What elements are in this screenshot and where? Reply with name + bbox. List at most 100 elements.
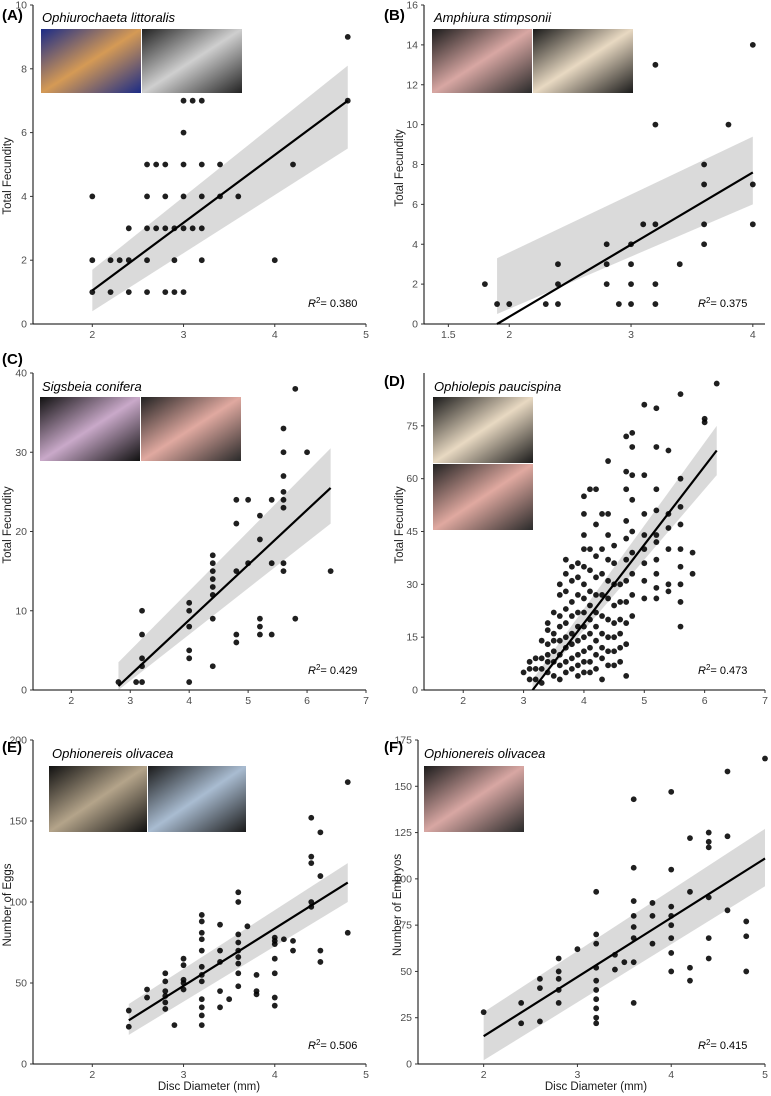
data-point bbox=[668, 788, 675, 795]
data-point bbox=[186, 647, 193, 654]
data-point bbox=[280, 488, 287, 495]
panel-b-y-ticks: 0 2 4 6 8 10 12 14 16 bbox=[406, 0, 424, 331]
data-point bbox=[623, 556, 630, 563]
data-point bbox=[139, 631, 145, 638]
data-point bbox=[743, 918, 750, 925]
panel-a: 2 3 4 5 0 2 4 6 8 10 (A) Ophiurochaeta littorali… bbox=[2, 0, 369, 341]
data-point bbox=[668, 903, 675, 910]
data-point bbox=[144, 994, 150, 1001]
data-point bbox=[162, 978, 169, 985]
data-point bbox=[677, 599, 684, 605]
data-point bbox=[641, 401, 648, 408]
y-tick-label: 50 bbox=[400, 966, 412, 978]
panel-a-points bbox=[89, 34, 351, 295]
data-point bbox=[687, 977, 693, 984]
data-point bbox=[649, 940, 656, 947]
data-point bbox=[257, 631, 263, 638]
x-tick-label: 1.5 bbox=[441, 329, 456, 341]
data-point bbox=[562, 634, 569, 641]
y-tick-label: 4 bbox=[412, 239, 418, 251]
data-point bbox=[677, 563, 684, 570]
data-point bbox=[280, 560, 287, 567]
panel-d-label: (D) bbox=[384, 373, 405, 390]
data-point bbox=[198, 929, 205, 936]
data-point bbox=[605, 458, 611, 464]
regression-line bbox=[496, 171, 754, 325]
data-point bbox=[641, 510, 648, 517]
data-point bbox=[253, 991, 260, 998]
y-tick-label: 175 bbox=[394, 735, 412, 747]
data-point bbox=[665, 447, 672, 454]
panel-a-photo-2 bbox=[142, 29, 242, 93]
data-point bbox=[640, 221, 647, 228]
data-point bbox=[623, 620, 630, 626]
data-point bbox=[144, 161, 150, 168]
x-tick-label: 3 bbox=[575, 1069, 581, 1081]
data-point bbox=[537, 985, 543, 991]
data-point bbox=[593, 1014, 600, 1021]
x-tick-label: 4 bbox=[186, 695, 192, 707]
data-point bbox=[550, 630, 557, 637]
data-point bbox=[327, 568, 334, 575]
data-point bbox=[641, 560, 648, 567]
data-point bbox=[623, 468, 630, 475]
data-point bbox=[611, 542, 618, 549]
y-tick-label: 0 bbox=[412, 685, 418, 697]
data-point bbox=[317, 829, 324, 836]
data-point bbox=[280, 936, 287, 943]
data-point bbox=[186, 607, 193, 614]
data-point bbox=[344, 929, 351, 936]
data-point bbox=[235, 954, 242, 960]
x-tick-label: 3 bbox=[127, 695, 133, 707]
panel-b-species: Amphiura stimpsonii bbox=[433, 10, 552, 25]
data-point bbox=[581, 493, 587, 500]
data-point bbox=[668, 950, 675, 956]
data-point bbox=[226, 996, 233, 1003]
data-point bbox=[652, 61, 659, 68]
y-tick-label: 60 bbox=[406, 473, 418, 485]
data-point bbox=[171, 1022, 178, 1029]
panel-f-photos bbox=[424, 766, 524, 832]
data-point bbox=[593, 651, 599, 658]
panel-b-x-ticks: 1.5 2 3 4 bbox=[441, 324, 756, 341]
data-point bbox=[542, 301, 549, 307]
panel-c-photo-1 bbox=[40, 397, 140, 461]
panel-d-x-ticks: 2 3 4 5 6 7 bbox=[460, 690, 768, 707]
data-point bbox=[153, 225, 160, 232]
data-point bbox=[125, 1007, 132, 1014]
data-point bbox=[162, 1006, 169, 1012]
data-point bbox=[532, 655, 539, 662]
panel-f-xlabel: Disc Diameter (mm) bbox=[545, 1081, 647, 1093]
data-point bbox=[209, 568, 216, 575]
panel-a-x-ticks: 2 3 4 5 bbox=[89, 324, 369, 341]
panel-b-ci-band bbox=[497, 136, 753, 315]
data-point bbox=[550, 648, 557, 655]
data-point bbox=[280, 504, 287, 511]
regression-line bbox=[117, 487, 332, 687]
data-point bbox=[235, 983, 242, 990]
data-point bbox=[623, 577, 630, 584]
y-tick-label: 10 bbox=[406, 119, 418, 131]
data-point bbox=[762, 755, 768, 762]
data-point bbox=[526, 658, 533, 665]
y-tick-label: 15 bbox=[406, 632, 418, 644]
data-point bbox=[677, 475, 684, 482]
data-point bbox=[144, 257, 150, 264]
data-point bbox=[630, 1000, 637, 1006]
data-point bbox=[652, 221, 659, 228]
data-point bbox=[630, 864, 637, 871]
data-point bbox=[581, 532, 587, 538]
panel-f-fit-line bbox=[483, 857, 766, 1038]
data-point bbox=[701, 221, 708, 228]
data-point bbox=[153, 161, 160, 168]
x-tick-label: 4 bbox=[272, 1069, 278, 1081]
data-point bbox=[623, 535, 630, 542]
x-tick-label: 5 bbox=[762, 1069, 768, 1081]
data-point bbox=[629, 429, 636, 436]
data-point bbox=[233, 520, 240, 527]
x-tick-label: 2 bbox=[68, 695, 74, 707]
data-point bbox=[581, 563, 587, 570]
data-point bbox=[668, 968, 675, 975]
data-point bbox=[599, 613, 605, 619]
regression-line bbox=[128, 881, 349, 1022]
